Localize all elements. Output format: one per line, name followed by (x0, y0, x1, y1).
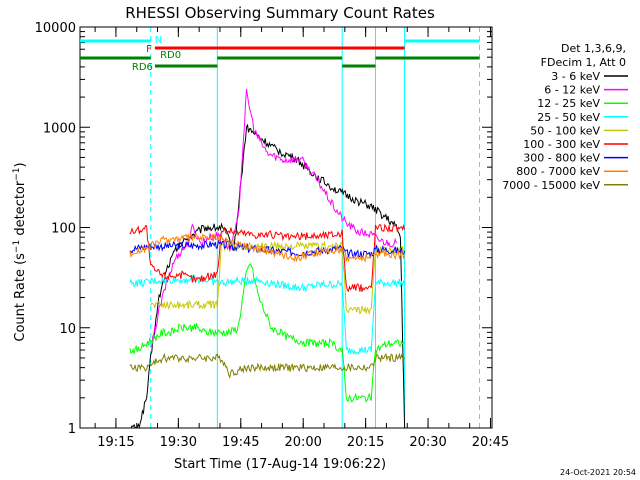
series-line (129, 262, 405, 403)
legend-label: 300 - 800 keV (523, 152, 600, 165)
legend-label: 25 - 50 keV (537, 111, 600, 124)
x-tick-label: 19:15 (97, 435, 134, 450)
series-7000-15000-kev (129, 352, 405, 379)
series-50-100-kev (150, 240, 406, 316)
series-line (150, 89, 397, 348)
series-line (129, 223, 406, 293)
y-axis-label: Count Rate (s−1 detector−1) (12, 162, 28, 341)
series-800-7000-kev (129, 232, 406, 263)
flag-label-rd0: RD0 (160, 50, 181, 61)
footer-date: 24-Oct-2021 20:54 (560, 468, 636, 477)
flag-bars: NF RD0 RD6 (80, 35, 480, 73)
legend-label: 100 - 300 keV (523, 138, 600, 151)
legend: Det 1,3,6,9, FDecim 1, Att 0 3 - 6 keV6 … (502, 42, 628, 192)
legend-label: 3 - 6 keV (551, 70, 600, 83)
x-tick-label: 20:45 (472, 435, 509, 450)
legend-label: 12 - 25 keV (537, 97, 600, 110)
plot-area (79, 27, 481, 430)
series-line (129, 232, 406, 263)
series-100-300-kev (129, 223, 406, 293)
series-line (129, 274, 406, 356)
y-tick-label: 10 (59, 322, 76, 337)
x-tick-label: 20:00 (284, 435, 321, 450)
y-tick-label: 1 (68, 422, 76, 437)
series-line (150, 240, 406, 316)
legend-label: 6 - 12 keV (544, 84, 600, 97)
legend-label: 50 - 100 keV (530, 124, 600, 137)
x-axis-label: Start Time (17-Aug-14 19:06:22) (174, 457, 386, 472)
series-25-50-kev (129, 274, 406, 356)
flag-label-f: F (146, 44, 152, 55)
y-tick-label: 1000 (43, 121, 76, 136)
y-tick-label: 100 (51, 222, 76, 237)
series-6-12-kev (150, 89, 397, 348)
legend-label: 800 - 7000 keV (516, 165, 600, 178)
legend-label: 7000 - 15000 keV (502, 179, 600, 192)
x-axis: 19:15 19:30 19:45 20:00 20:15 20:30 20:45 (94, 27, 509, 450)
series-12-25-kev (129, 262, 405, 403)
x-tick-label: 19:30 (160, 435, 197, 450)
y-tick-label: 10000 (35, 21, 76, 36)
series-line (129, 352, 405, 379)
legend-header-line-1: Det 1,3,6,9, (561, 42, 626, 55)
x-tick-label: 20:15 (347, 435, 384, 450)
flag-label-n: N (155, 35, 162, 46)
x-tick-label: 20:30 (409, 435, 446, 450)
y-axis: 1 10 100 1000 10000 (35, 21, 492, 437)
x-tick-label: 19:45 (222, 435, 259, 450)
flag-label-rd6: RD6 (132, 62, 153, 73)
legend-header-line-2: FDecim 1, Att 0 (541, 56, 626, 69)
chart-title: RHESSI Observing Summary Count Rates (125, 4, 435, 22)
